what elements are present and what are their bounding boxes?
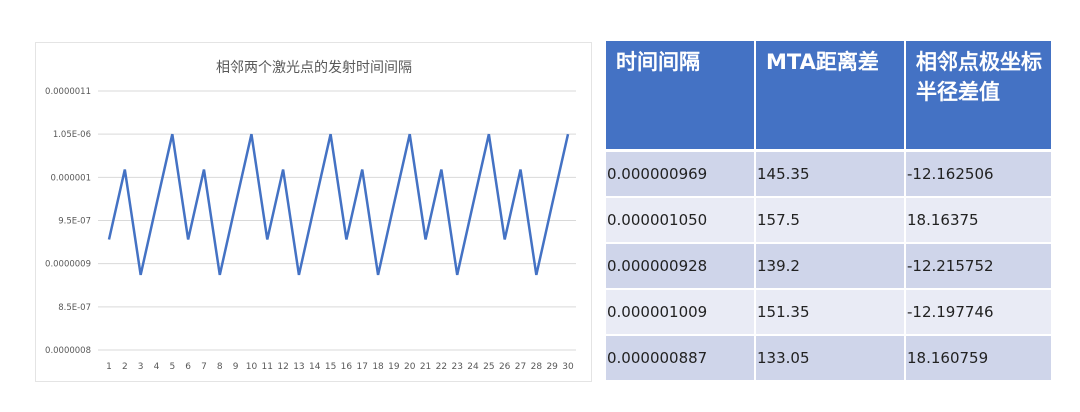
y-tick-label: 0.000001 [50,173,91,183]
table-cell: 18.16375 [905,197,1051,244]
y-tick-label: 0.0000009 [45,260,91,270]
x-tick-label: 16 [341,362,353,372]
x-tick-label: 15 [325,362,336,372]
table-cell: 133.05 [755,335,906,382]
x-tick-label: 5 [169,362,175,372]
table-header-row: 时间间隔 MTA距离差 相邻点极坐标半径差值 [606,41,1051,152]
x-tick-label: 6 [185,362,191,372]
x-tick-label: 26 [499,362,511,372]
x-tick-label: 10 [246,362,258,372]
x-tick-label: 22 [436,362,447,372]
chart-title: 相邻两个激光点的发射时间间隔 [216,59,412,76]
x-tick-label: 9 [233,362,239,372]
x-tick-label: 20 [404,362,416,372]
header-radius-diff: 相邻点极坐标半径差值 [905,41,1051,152]
x-tick-label: 17 [357,362,368,372]
table-row: 0.000000928 139.2 -12.215752 [606,243,1051,290]
x-tick-label: 27 [515,362,526,372]
series-line [107,133,570,276]
x-tick-label: 12 [277,362,288,372]
table-cell: 0.000001009 [606,289,756,336]
x-tick-label: 11 [262,362,273,372]
x-tick-label: 29 [546,362,558,372]
x-tick-label: 1 [106,362,112,372]
table-row: 0.000000887 133.05 18.160759 [606,335,1051,382]
table-cell: 0.000000928 [606,243,756,290]
x-tick-label: 24 [467,362,479,372]
x-tick-label: 4 [154,362,160,372]
y-tick-label: 1.05E-06 [53,130,91,140]
table-cell: 145.35 [755,150,906,198]
x-tick-label: 25 [483,362,494,372]
chart-svg: 相邻两个激光点的发射时间间隔 0.0000008 8.5E-07 0.0000009 9… [45,59,576,372]
header-mta-distance: MTA距离差 [755,41,906,152]
table-cell: -12.162506 [905,150,1051,198]
table-cell: 0.000001050 [606,197,756,244]
header-time-interval: 时间间隔 [606,41,756,152]
x-tick-label: 3 [138,362,144,372]
x-tick-label: 19 [388,362,400,372]
x-tick-label: 18 [372,362,384,372]
x-tick-label: 30 [562,362,574,372]
data-table: 时间间隔 MTA距离差 相邻点极坐标半径差值 0.000000969 145.35… [606,41,1051,382]
x-tick-label: 7 [201,362,207,372]
x-tick-label: 28 [531,362,543,372]
table-row: 0.000000969 145.35 -12.162506 [606,150,1051,198]
x-tick-label: 13 [293,362,304,372]
y-tick-label: 8.5E-07 [58,303,91,313]
line-chart: 相邻两个激光点的发射时间间隔 0.0000008 8.5E-07 0.0000009 9… [35,42,592,382]
table-cell: 139.2 [755,243,906,290]
x-tick-label: 21 [420,362,431,372]
y-tick-label: 0.0000008 [45,346,91,356]
x-tick-label: 2 [122,362,128,372]
table-cell: -12.197746 [905,289,1051,336]
table-cell: 0.000000887 [606,335,756,382]
x-tick-label: 23 [451,362,462,372]
table-cell: 151.35 [755,289,906,336]
table-row: 0.000001009 151.35 -12.197746 [606,289,1051,336]
table-cell: -12.215752 [905,243,1051,290]
y-tick-label: 9.5E-07 [58,217,91,227]
x-tick-label: 8 [217,362,223,372]
table-cell: 0.000000969 [606,150,756,198]
table-cell: 18.160759 [905,335,1051,382]
x-tick-label: 14 [309,362,321,372]
table-row: 0.000001050 157.5 18.16375 [606,197,1051,244]
table-cell: 157.5 [755,197,906,244]
y-tick-label: 0.0000011 [45,87,91,97]
